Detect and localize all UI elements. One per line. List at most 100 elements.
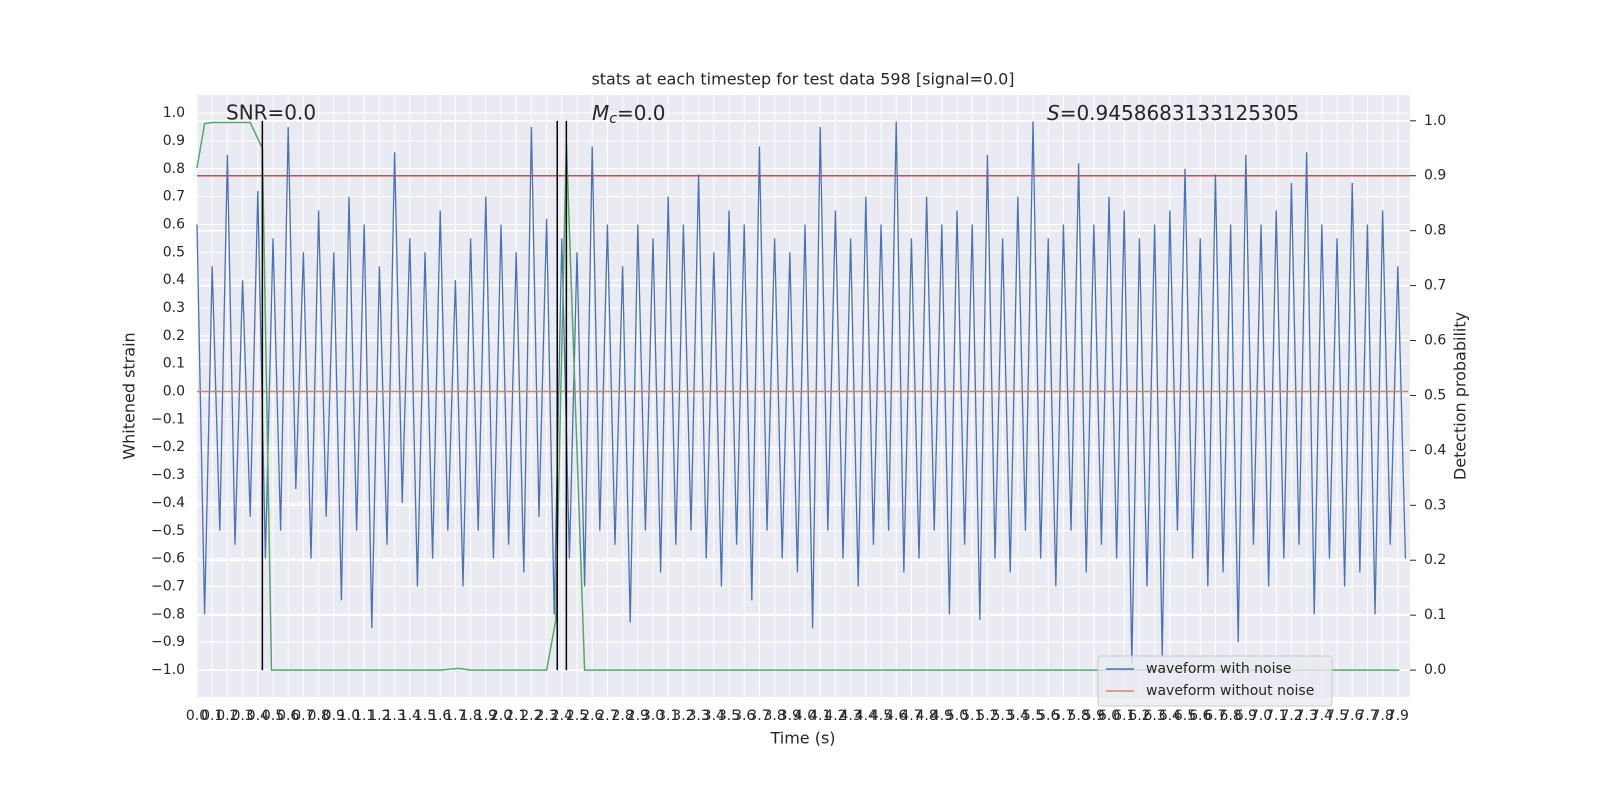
- x-tick-label: 5.0: [946, 708, 968, 724]
- x-tick-label: 6.2: [1128, 708, 1150, 724]
- y2-tick-label: 0.7: [1424, 278, 1446, 294]
- legend: waveform with noise waveform without nois…: [1097, 655, 1333, 707]
- x-tick-label: 3.1: [657, 708, 679, 724]
- x-tick-label: 5.7: [1052, 708, 1074, 724]
- annotation: S=0.9458683133125305: [1047, 101, 1299, 125]
- x-tick-label: 7.3: [1296, 708, 1318, 724]
- chart-title: stats at each timestep for test data 598…: [591, 70, 1014, 89]
- y2-tick-label: 0.4: [1424, 442, 1446, 458]
- x-tick-label: 2.1: [505, 708, 527, 724]
- x-tick-label: 6.0: [1098, 708, 1120, 724]
- y-tick-label: −0.6: [151, 551, 185, 567]
- x-tick-label: 7.2: [1280, 708, 1302, 724]
- x-tick-label: 5.1: [961, 708, 983, 724]
- y2-tick-label: 0.0: [1424, 662, 1446, 678]
- y-tick-label: −0.8: [151, 606, 185, 622]
- y2-tick-label: 0.1: [1424, 607, 1446, 623]
- x-tick-label: 1.1: [353, 708, 375, 724]
- y-tick-label: 1.0: [163, 105, 185, 121]
- x-tick-label: 3.4: [703, 708, 725, 724]
- x-tick-label: 4.4: [855, 708, 877, 724]
- y-tick-label: 0.5: [163, 244, 185, 260]
- x-tick-label: 1.9: [475, 708, 497, 724]
- x-tick-label: 7.1: [1265, 708, 1287, 724]
- x-tick-label: 4.5: [870, 708, 892, 724]
- x-tick-label: 6.9: [1235, 708, 1257, 724]
- x-tick-label: 1.3: [383, 708, 405, 724]
- x-tick-label: 5.2: [976, 708, 998, 724]
- x-tick-label: 3.2: [672, 708, 694, 724]
- y-tick-label: 0.3: [163, 300, 185, 316]
- x-tick-label: 0.1: [201, 708, 223, 724]
- x-tick-label: 1.6: [429, 708, 451, 724]
- y-tick-label: −0.3: [151, 467, 185, 483]
- x-tick-label: 6.8: [1220, 708, 1242, 724]
- x-tick-label: 1.7: [444, 708, 466, 724]
- x-tick-label: 4.3: [839, 708, 861, 724]
- x-tick-label: 2.7: [596, 708, 618, 724]
- x-tick-label: 0.9: [323, 708, 345, 724]
- x-tick-label: 6.6: [1189, 708, 1211, 724]
- y2-tick-label: 0.2: [1424, 552, 1446, 568]
- y-tick-label: 0.1: [163, 356, 185, 372]
- y-tick-label: 0.6: [163, 216, 185, 232]
- x-axis-label: Time (s): [769, 729, 835, 748]
- y-tick-label: −0.4: [151, 495, 185, 511]
- x-tick-label: 2.6: [581, 708, 603, 724]
- x-tick-label: 6.1: [1113, 708, 1135, 724]
- x-tick-label: 1.0: [338, 708, 360, 724]
- x-tick-label: 1.4: [399, 708, 421, 724]
- x-tick-label: 7.4: [1311, 708, 1333, 724]
- x-tick-label: 6.4: [1159, 708, 1181, 724]
- x-tick-label: 2.3: [535, 708, 557, 724]
- x-tick-label: 2.0: [490, 708, 512, 724]
- x-tick-label: 4.0: [794, 708, 816, 724]
- x-tick-label: 6.5: [1174, 708, 1196, 724]
- x-tick-label: 3.9: [779, 708, 801, 724]
- y-tick-label: −1.0: [151, 662, 185, 678]
- x-tick-label: 4.1: [809, 708, 831, 724]
- x-tick-label: 5.8: [1067, 708, 1089, 724]
- y2-tick-label: 0.8: [1424, 223, 1446, 239]
- x-tick-label: 4.6: [885, 708, 907, 724]
- x-tick-label: 6.3: [1143, 708, 1165, 724]
- y-tick-label: −0.5: [151, 523, 185, 539]
- y-tick-label: 0.7: [163, 189, 185, 205]
- y2-tick-label: 0.6: [1424, 333, 1446, 349]
- legend-box: [1097, 655, 1333, 707]
- x-tick-label: 0.4: [247, 708, 269, 724]
- x-tick-label: 5.3: [991, 708, 1013, 724]
- legend-label: waveform without noise: [1146, 683, 1314, 699]
- x-tick-label: 3.5: [718, 708, 740, 724]
- y-tick-label: 0.4: [163, 272, 185, 288]
- y2-tick-label: 0.3: [1424, 497, 1446, 513]
- annotation-text: =0.0: [617, 101, 666, 125]
- marks: [196, 120, 1410, 671]
- x-tick-label: 2.5: [566, 708, 588, 724]
- y-tick-label: 0.8: [163, 161, 185, 177]
- y-tick-label: 0.9: [163, 133, 185, 149]
- x-tick-label: 2.9: [627, 708, 649, 724]
- x-tick-label: 3.6: [733, 708, 755, 724]
- x-tick-label: 7.7: [1356, 708, 1378, 724]
- x-tick-label: 2.4: [551, 708, 573, 724]
- x-tick-label: 7.9: [1387, 708, 1409, 724]
- y-tick-label: −0.9: [151, 634, 185, 650]
- annotation: Mc=0.0: [592, 101, 666, 128]
- x-tick-label: 4.8: [915, 708, 937, 724]
- x-tick-label: 1.5: [414, 708, 436, 724]
- x-tick-label: 0.7: [292, 708, 314, 724]
- annotation-text: =0.9458683133125305: [1060, 101, 1299, 125]
- y-tick-label: −0.2: [151, 439, 185, 455]
- series-line: [196, 121, 1400, 671]
- annotation-symbol: S: [1047, 101, 1060, 125]
- annotation-symbol: M: [592, 101, 609, 125]
- y-tick-label: 0.2: [163, 328, 185, 344]
- series-line: [196, 121, 1407, 665]
- annotation: SNR=0.0: [226, 101, 316, 125]
- x-tick-label: 0.5: [262, 708, 284, 724]
- y-tick-label: 0.0: [163, 384, 185, 400]
- x-tick-label: 1.8: [459, 708, 481, 724]
- y2-tick-label: 1.0: [1424, 113, 1446, 129]
